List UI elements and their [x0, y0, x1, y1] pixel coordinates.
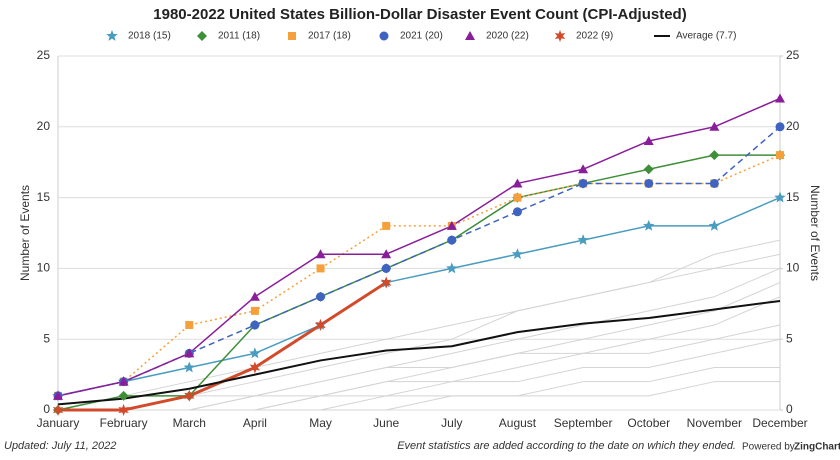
x-tick-label: August [499, 416, 537, 430]
data-point [250, 306, 259, 315]
data-point [578, 164, 589, 174]
data-point [774, 191, 786, 203]
y-tick-label: 0 [43, 402, 50, 416]
legend-label: 2022 (9) [576, 31, 613, 42]
x-tick-label: April [243, 416, 267, 430]
x-tick-label: September [554, 416, 613, 430]
data-point [183, 361, 195, 373]
y2-tick-label: 10 [786, 261, 800, 275]
y2-tick-label: 0 [786, 402, 793, 416]
y-tick-label: 15 [37, 190, 51, 204]
legend-label: 2018 (15) [128, 31, 171, 42]
x-tick-label: June [373, 416, 399, 430]
data-point [643, 164, 654, 175]
legend-label: 2017 (18) [308, 31, 351, 42]
x-tick-label: November [687, 416, 742, 430]
data-point [249, 291, 260, 301]
data-point [249, 361, 261, 374]
x-tick-label: February [100, 416, 148, 430]
chart-title: 1980-2022 United States Billion-Dollar D… [153, 6, 686, 23]
data-point [315, 249, 326, 259]
y-tick-label: 10 [37, 261, 51, 275]
series-line [57, 126, 781, 397]
legend-label: 2011 (18) [218, 31, 260, 42]
legend-swatch [465, 31, 475, 40]
legend-label: 2021 (20) [400, 31, 443, 42]
legend-swatch [106, 30, 118, 41]
y2-tick-label: 5 [786, 331, 793, 345]
data-point [118, 404, 129, 416]
data-point [382, 221, 391, 230]
series-line [57, 196, 781, 397]
y-axis-label: Number of Events [18, 185, 32, 281]
x-tick-label: March [173, 416, 206, 430]
data-point [512, 178, 523, 188]
data-point [446, 220, 457, 230]
data-point [446, 262, 458, 274]
footer-left: Updated: July 11, 2022 [4, 440, 116, 452]
y-tick-label: 25 [37, 48, 51, 62]
data-point [511, 248, 524, 260]
y2-axis-label: Number of Events [808, 185, 822, 281]
data-point [185, 321, 194, 330]
data-point [578, 178, 588, 188]
data-point [315, 319, 326, 331]
data-point [381, 276, 392, 289]
series-line [57, 299, 781, 406]
legend-swatch [197, 31, 207, 41]
legend-label: Average (7.7) [676, 31, 736, 42]
x-tick-label: December [752, 416, 807, 430]
background-line [58, 381, 780, 411]
data-point [643, 135, 654, 145]
x-tick-label: May [309, 416, 332, 430]
y2-tick-label: 25 [786, 48, 800, 62]
data-point [118, 390, 129, 401]
data-point [184, 348, 195, 358]
legend-swatch [288, 32, 296, 40]
series-line [57, 154, 781, 397]
data-point [643, 219, 655, 231]
data-point [184, 389, 195, 402]
credit-prefix: Powered by [742, 442, 795, 453]
x-tick-label: October [627, 416, 670, 430]
data-point [381, 263, 391, 273]
data-point [512, 207, 522, 217]
x-tick-label: July [441, 416, 462, 430]
data-point [53, 390, 63, 400]
y-tick-label: 20 [37, 119, 51, 133]
data-point [249, 347, 261, 359]
y2-tick-label: 20 [786, 119, 800, 133]
series-line [57, 154, 780, 411]
y-tick-label: 5 [43, 331, 50, 345]
data-point [513, 193, 522, 202]
data-point [52, 404, 64, 416]
data-point [644, 178, 654, 188]
credit-brand[interactable]: ZingChart [794, 442, 840, 453]
data-point [775, 122, 785, 132]
series-line [57, 97, 781, 397]
data-point [316, 292, 326, 302]
data-point [709, 150, 720, 161]
legend-swatch [554, 30, 566, 42]
data-point [250, 320, 260, 330]
data-point [709, 121, 720, 131]
data-point [708, 219, 721, 231]
y2-tick-label: 15 [786, 190, 800, 204]
legend-swatch [379, 31, 389, 41]
footer-right: Event statistics are added according to … [397, 440, 736, 452]
background-line [57, 239, 781, 411]
data-point [447, 235, 457, 245]
data-point [316, 264, 325, 273]
legend-label: 2020 (22) [486, 31, 529, 42]
data-point [775, 93, 785, 103]
x-tick-label: January [37, 416, 80, 430]
data-point [118, 376, 129, 386]
data-point [776, 151, 784, 160]
data-point [577, 234, 589, 245]
data-point [709, 178, 719, 188]
data-point [381, 249, 392, 259]
